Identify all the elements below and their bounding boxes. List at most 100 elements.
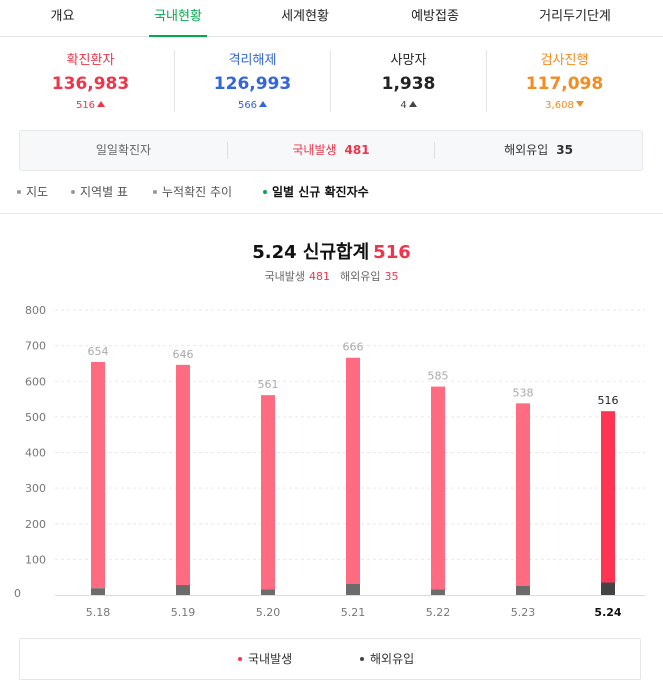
x-tick-label: 5.19 <box>171 606 196 619</box>
chart-sub-overseas-label: 해외유입 <box>340 270 381 283</box>
chart-subtitle: 국내발생 481 해외유입 35 <box>0 268 663 284</box>
y-tick-label: 0 <box>14 587 21 600</box>
subtab-daily-new-label: 일별 신규 확진자수 <box>272 185 369 199</box>
bar-overseas <box>176 585 190 595</box>
bullet-icon <box>71 190 75 194</box>
stat-deaths-delta-value: 4 <box>400 100 407 111</box>
stat-released-delta-value: 566 <box>237 100 258 111</box>
stat-released-value: 126,993 <box>213 74 292 94</box>
bar-domestic <box>91 362 105 589</box>
daily-overseas-value: 35 <box>556 143 573 157</box>
daily-domestic-label: 국내발생 <box>292 143 337 157</box>
x-tick-label: 5.21 <box>341 606 366 619</box>
stat-released: 격리해제 126,993 566 <box>175 45 330 120</box>
bar-total-label: 654 <box>88 345 109 358</box>
chart-title-total: 516 <box>373 242 411 263</box>
bar-domestic <box>346 357 360 584</box>
stat-deaths-value: 1,938 <box>381 74 436 94</box>
stats-summary: 확진환자 136,983 516 격리해제 126,993 566 사망자 1,… <box>0 45 663 125</box>
x-tick-label: 5.22 <box>426 606 451 619</box>
stat-confirmed-value: 136,983 <box>51 74 130 94</box>
stat-divider <box>486 50 487 112</box>
daily-overseas: 해외유입 35 <box>435 131 642 170</box>
daily-overseas-label: 해외유입 <box>504 143 549 157</box>
bar-total-label: 516 <box>598 394 619 407</box>
y-tick-label: 400 <box>25 447 46 460</box>
stat-divider <box>174 50 175 112</box>
bar-domestic <box>261 395 275 590</box>
bar-domestic <box>431 386 445 590</box>
stat-testing-value: 117,098 <box>525 74 604 94</box>
y-tick-label: 100 <box>25 553 46 566</box>
x-tick-label: 5.20 <box>256 606 281 619</box>
tab-domestic[interactable]: 국내현황 <box>149 0 207 37</box>
bar-total-label: 561 <box>258 378 279 391</box>
arrow-up-icon <box>259 101 268 107</box>
stat-deaths-delta: 4 <box>331 99 486 113</box>
chart-sub-overseas-value: 35 <box>384 270 399 283</box>
bar-total-label: 585 <box>428 370 449 383</box>
daily-confirmed-box: 일일확진자 국내발생 481 해외유입 35 <box>19 130 643 171</box>
chart-title-text: 5.24 신규합계 <box>252 242 370 263</box>
stat-testing-delta-value: 3,608 <box>545 100 574 111</box>
bar-overseas <box>346 583 360 595</box>
main-tabs: 개요 국내현황 세계현황 예방접종 거리두기단계 <box>0 0 663 37</box>
stat-confirmed-delta-value: 516 <box>75 100 96 111</box>
daily-divider <box>434 142 435 159</box>
y-tick-label: 200 <box>25 518 46 531</box>
y-tick-label: 700 <box>25 340 46 353</box>
daily-domestic: 국내발생 481 <box>228 131 434 170</box>
stat-released-label: 격리해제 <box>228 53 277 68</box>
tab-overview[interactable]: 개요 <box>50 9 75 24</box>
chart-legend: 국내발생 해외유입 <box>19 638 641 680</box>
daily-domestic-value: 481 <box>344 143 370 157</box>
bar-domestic <box>601 411 615 583</box>
legend-domestic-label: 국내발생 <box>248 652 293 666</box>
subtab-region-table-label: 지역별 표 <box>80 185 128 199</box>
stat-confirmed-label: 확진환자 <box>66 53 115 68</box>
stat-deaths: 사망자 1,938 4 <box>331 45 486 120</box>
arrow-down-icon <box>575 101 584 107</box>
stat-confirmed-delta: 516 <box>13 99 168 113</box>
x-tick-label: 5.23 <box>511 606 536 619</box>
chart-title: 5.24 신규합계 516 <box>0 238 663 264</box>
legend-overseas[interactable]: 해외유입 <box>360 639 414 679</box>
stat-testing-delta: 3,608 <box>487 99 642 113</box>
stat-deaths-label: 사망자 <box>390 53 427 68</box>
tab-world[interactable]: 세계현황 <box>281 9 329 24</box>
subtab-daily-new[interactable]: 일별 신규 확진자수 <box>263 183 369 200</box>
subtab-map[interactable]: 지도 <box>17 183 48 200</box>
tab-distancing[interactable]: 거리두기단계 <box>539 9 611 24</box>
bar-overseas <box>261 589 275 595</box>
arrow-up-icon <box>97 101 106 107</box>
legend-overseas-label: 해외유입 <box>370 652 415 666</box>
legend-domestic[interactable]: 국내발생 <box>238 639 292 679</box>
subtab-map-label: 지도 <box>26 185 49 199</box>
y-tick-label: 300 <box>25 482 46 495</box>
daily-cases-bar-chart: 0 100 200 300 400 500 600 700 800 654 5.18 646 5.19 5… <box>14 304 645 619</box>
daily-label: 일일확진자 <box>95 143 152 157</box>
subtab-cumulative[interactable]: 누적확진 추이 <box>153 183 232 200</box>
bar-domestic <box>176 364 190 586</box>
bullet-icon <box>17 190 21 194</box>
section-divider <box>0 213 663 214</box>
chart-sub-domestic-label: 국내발생 <box>264 270 305 283</box>
bar-overseas <box>601 582 615 595</box>
y-tick-label: 600 <box>25 375 46 388</box>
y-tick-label: 500 <box>25 411 46 424</box>
x-tick-label: 5.18 <box>86 606 111 619</box>
stat-confirmed: 확진환자 136,983 516 <box>13 45 168 120</box>
bar-overseas <box>516 585 530 595</box>
subtab-region-table[interactable]: 지역별 표 <box>71 183 128 200</box>
chart-sub-domestic-value: 481 <box>309 270 330 283</box>
bar-overseas <box>91 588 105 595</box>
daily-divider <box>227 142 228 159</box>
legend-overseas-swatch <box>360 657 364 661</box>
bar-overseas <box>431 589 445 595</box>
legend-domestic-swatch <box>238 657 242 661</box>
stat-released-delta: 566 <box>175 99 330 113</box>
bar-domestic <box>516 403 530 586</box>
y-tick-label: 800 <box>25 304 46 317</box>
tab-vaccination[interactable]: 예방접종 <box>411 9 459 24</box>
subtab-cumulative-label: 누적확진 추이 <box>162 185 233 199</box>
